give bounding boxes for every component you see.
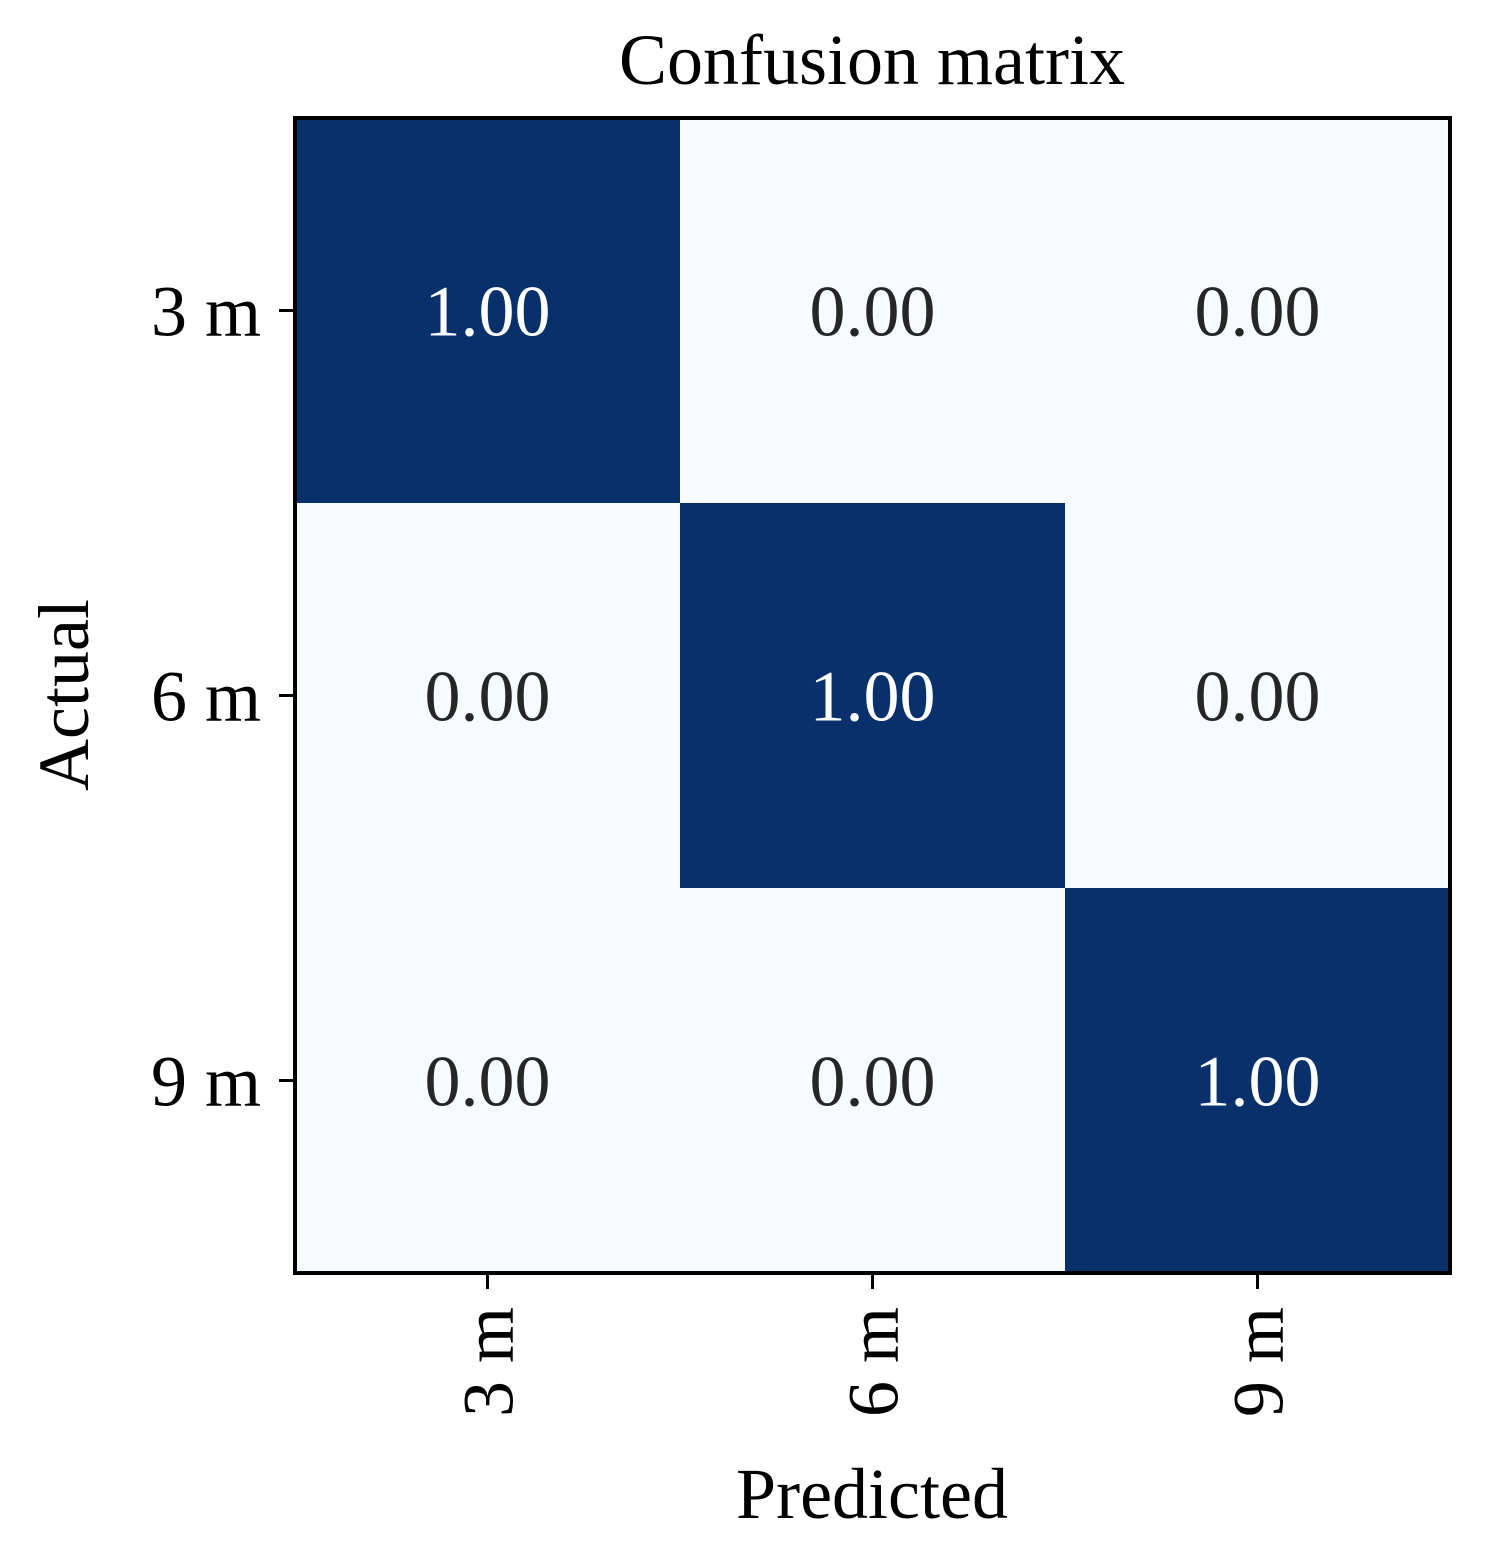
- heatmap-cell: [1065, 118, 1451, 504]
- heatmap-cell: [295, 888, 681, 1274]
- x-axis-label: Predicted: [736, 1454, 1008, 1534]
- heatmap-cell: [1065, 888, 1451, 1274]
- heatmap-cell: [680, 118, 1066, 504]
- cell-value-label: 1.00: [1195, 1042, 1321, 1122]
- cell-value-label: 0.00: [810, 272, 936, 352]
- x-tick-label: 6 m: [834, 1307, 914, 1417]
- x-tick-label: 9 m: [1219, 1307, 1299, 1417]
- cell-value-label: 0.00: [1195, 657, 1321, 737]
- cell-value-label: 0.00: [1195, 272, 1321, 352]
- heatmap-cell: [295, 118, 681, 504]
- y-tick-label: 9 m: [151, 1042, 261, 1122]
- chart-title: Confusion matrix: [619, 20, 1125, 100]
- cell-value-label: 1.00: [425, 272, 551, 352]
- cell-value-label: 1.00: [810, 657, 936, 737]
- y-axis-ticks: 3 m 6 m 9 m: [151, 272, 295, 1122]
- y-axis-label: Actual: [24, 599, 104, 791]
- heatmap-cell: [295, 503, 681, 889]
- heatmap-cell-labels: 1.00 0.00 0.00 0.00 1.00 0.00 0.00 0.00 1.00: [425, 272, 1321, 1122]
- heatmap-cell: [680, 503, 1066, 889]
- x-axis-ticks: 3 m 6 m 9 m: [449, 1273, 1299, 1417]
- cell-value-label: 0.00: [810, 1042, 936, 1122]
- y-tick-label: 3 m: [151, 272, 261, 352]
- y-tick-label: 6 m: [151, 657, 261, 737]
- x-tick-label: 3 m: [449, 1307, 529, 1417]
- cell-value-label: 0.00: [425, 1042, 551, 1122]
- heatmap-cells: [295, 118, 1451, 1274]
- cell-value-label: 0.00: [425, 657, 551, 737]
- heatmap-cell: [680, 888, 1066, 1274]
- heatmap-cell: [1065, 503, 1451, 889]
